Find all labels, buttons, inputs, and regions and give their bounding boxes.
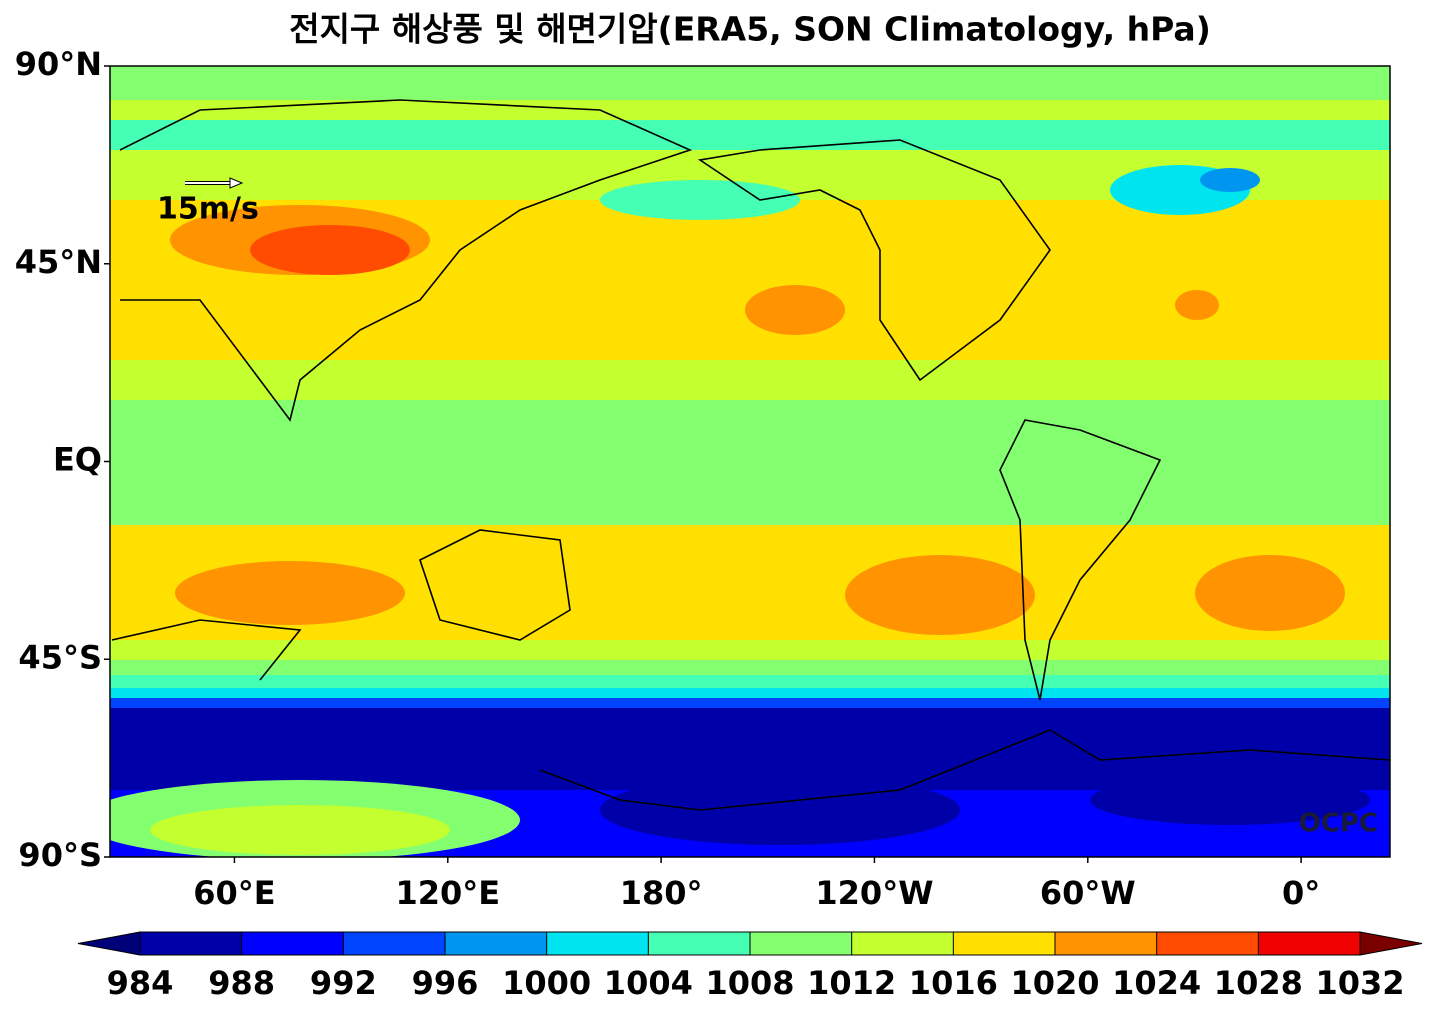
colorbar-tick-label: 992 xyxy=(310,964,377,1002)
colorbar-segment xyxy=(241,932,344,955)
colorbar-over xyxy=(1359,931,1423,956)
colorbar-tick-label: 1028 xyxy=(1214,964,1303,1002)
colorbar-segment xyxy=(140,932,243,955)
colorbar-tick-label: 996 xyxy=(412,964,479,1002)
colorbar-tick-label: 1032 xyxy=(1315,964,1404,1002)
pressure-band xyxy=(110,688,1390,698)
map xyxy=(110,66,1390,857)
colorbar-segment xyxy=(1156,932,1259,955)
pressure-cell xyxy=(745,285,845,335)
colorbar-under xyxy=(77,931,141,956)
pressure-band xyxy=(110,698,1390,708)
coastline xyxy=(999,419,1162,701)
coastline xyxy=(697,139,1051,382)
y-tick-label: 90°N xyxy=(15,45,102,83)
coastline xyxy=(111,619,302,681)
pressure-band xyxy=(110,120,1390,150)
x-tick-label: 60°W xyxy=(1040,874,1136,912)
pressure-cell xyxy=(1175,290,1219,320)
y-tick-label: EQ xyxy=(53,441,102,479)
coastline xyxy=(119,99,693,422)
colorbar-tick-label: 1024 xyxy=(1112,964,1201,1002)
colorbar-tick-label: 1012 xyxy=(807,964,896,1002)
colorbar-segment xyxy=(445,932,548,955)
colorbar-tick-label: 1000 xyxy=(502,964,591,1002)
colorbar-segment xyxy=(750,932,853,955)
pressure-band xyxy=(110,400,1390,530)
pressure-cell xyxy=(1090,775,1370,825)
x-tick-label: 120°E xyxy=(395,874,500,912)
coastline xyxy=(419,529,571,641)
coastline xyxy=(539,729,1390,811)
colorbar-segment xyxy=(648,932,751,955)
colorbar-tick-label: 1016 xyxy=(909,964,998,1002)
x-tick-label: 60°E xyxy=(193,874,275,912)
pressure-band xyxy=(110,640,1390,660)
title: 전지구 해상풍 및 해면기압(ERA5, SON Climatology, hP… xyxy=(289,10,1211,49)
colorbar: 984 988 992 996 1000 1004 1008 1012 1016 1020 1024… xyxy=(77,931,1423,1002)
pressure-cell xyxy=(250,225,410,275)
pressure-band xyxy=(110,360,1390,400)
colorbar-tick-label: 984 xyxy=(107,964,174,1002)
pressure-cell xyxy=(1195,555,1345,631)
pressure-cell xyxy=(150,805,450,855)
pressure-band xyxy=(110,675,1390,688)
colorbar-tick-label: 1004 xyxy=(604,964,693,1002)
y-tick-label: 45°S xyxy=(18,638,102,676)
colorbar-segment xyxy=(1258,932,1361,955)
pressure-cell xyxy=(845,555,1035,635)
pressure-cell xyxy=(1200,168,1260,192)
pressure-cell xyxy=(600,180,800,220)
pressure-cell xyxy=(175,561,405,625)
pressure-band xyxy=(110,660,1390,675)
x-tick-label: 0° xyxy=(1282,874,1320,912)
x-tick-label: 120°W xyxy=(815,874,933,912)
colorbar-segment xyxy=(851,932,954,955)
colorbar-segment xyxy=(546,932,649,955)
pressure-band xyxy=(110,66,1390,100)
pressure-cell xyxy=(600,775,960,845)
colorbar-segment xyxy=(1055,932,1158,955)
y-tick-label: 45°N xyxy=(15,243,102,281)
colorbar-tick-label: 1020 xyxy=(1010,964,1099,1002)
x-tick-label: 180° xyxy=(620,874,703,912)
colorbar-tick-label: 988 xyxy=(208,964,275,1002)
colorbar-segment xyxy=(953,932,1056,955)
watermark: OCPC xyxy=(1299,809,1378,839)
reference-arrow xyxy=(185,177,244,189)
colorbar-tick-label: 1008 xyxy=(705,964,794,1002)
colorbar-segment xyxy=(343,932,446,955)
reference-label: 15m/s xyxy=(157,192,259,227)
y-tick-label: 90°S xyxy=(18,836,102,874)
